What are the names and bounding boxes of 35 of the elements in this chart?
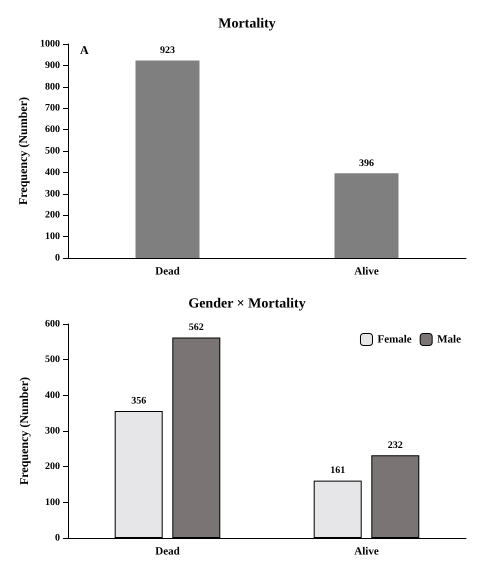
legend-label: Female (377, 334, 412, 346)
y-tick-label: 500 (45, 146, 60, 156)
y-tick-label: 900 (45, 60, 60, 71)
y-tick-label: 400 (45, 166, 60, 178)
data-label: 161 (330, 465, 346, 476)
y-tick-label: 1000 (40, 38, 60, 50)
y-tick-label: 600 (45, 318, 60, 330)
chart-title: Mortality (218, 16, 276, 32)
x-tick-label: Alive (354, 546, 379, 558)
data-label: 396 (359, 158, 374, 169)
y-tick-label: 0 (55, 532, 60, 544)
y-tick-label: 200 (45, 210, 60, 221)
y-tick-label: 700 (45, 102, 60, 114)
y-tick-label: 100 (45, 231, 60, 242)
x-tick-label: Dead (155, 266, 180, 278)
x-tick-label: Dead (155, 546, 180, 558)
y-tick-label: 800 (45, 81, 60, 92)
y-tick-label: 0 (55, 252, 60, 264)
y-axis-title: Frequency (Number) (17, 376, 31, 486)
data-label: 562 (188, 322, 204, 334)
y-tick-label: 300 (45, 188, 60, 200)
y-tick-label: 400 (45, 390, 60, 401)
y-tick-label: 600 (45, 124, 60, 136)
data-label: 923 (160, 44, 175, 56)
x-tick-label: Alive (354, 266, 379, 278)
y-tick-label: 300 (45, 426, 60, 436)
y-axis-title: Frequency (Number) (16, 96, 30, 206)
chart-title: Gender × Mortality (188, 296, 306, 312)
legend-label: Male (437, 334, 462, 346)
y-tick-label: 200 (45, 461, 60, 472)
y-tick-label: 500 (45, 354, 60, 366)
data-label: 232 (388, 440, 403, 451)
data-label: 356 (131, 396, 146, 407)
y-tick-label: 100 (45, 496, 60, 508)
annotation: A (80, 43, 89, 57)
